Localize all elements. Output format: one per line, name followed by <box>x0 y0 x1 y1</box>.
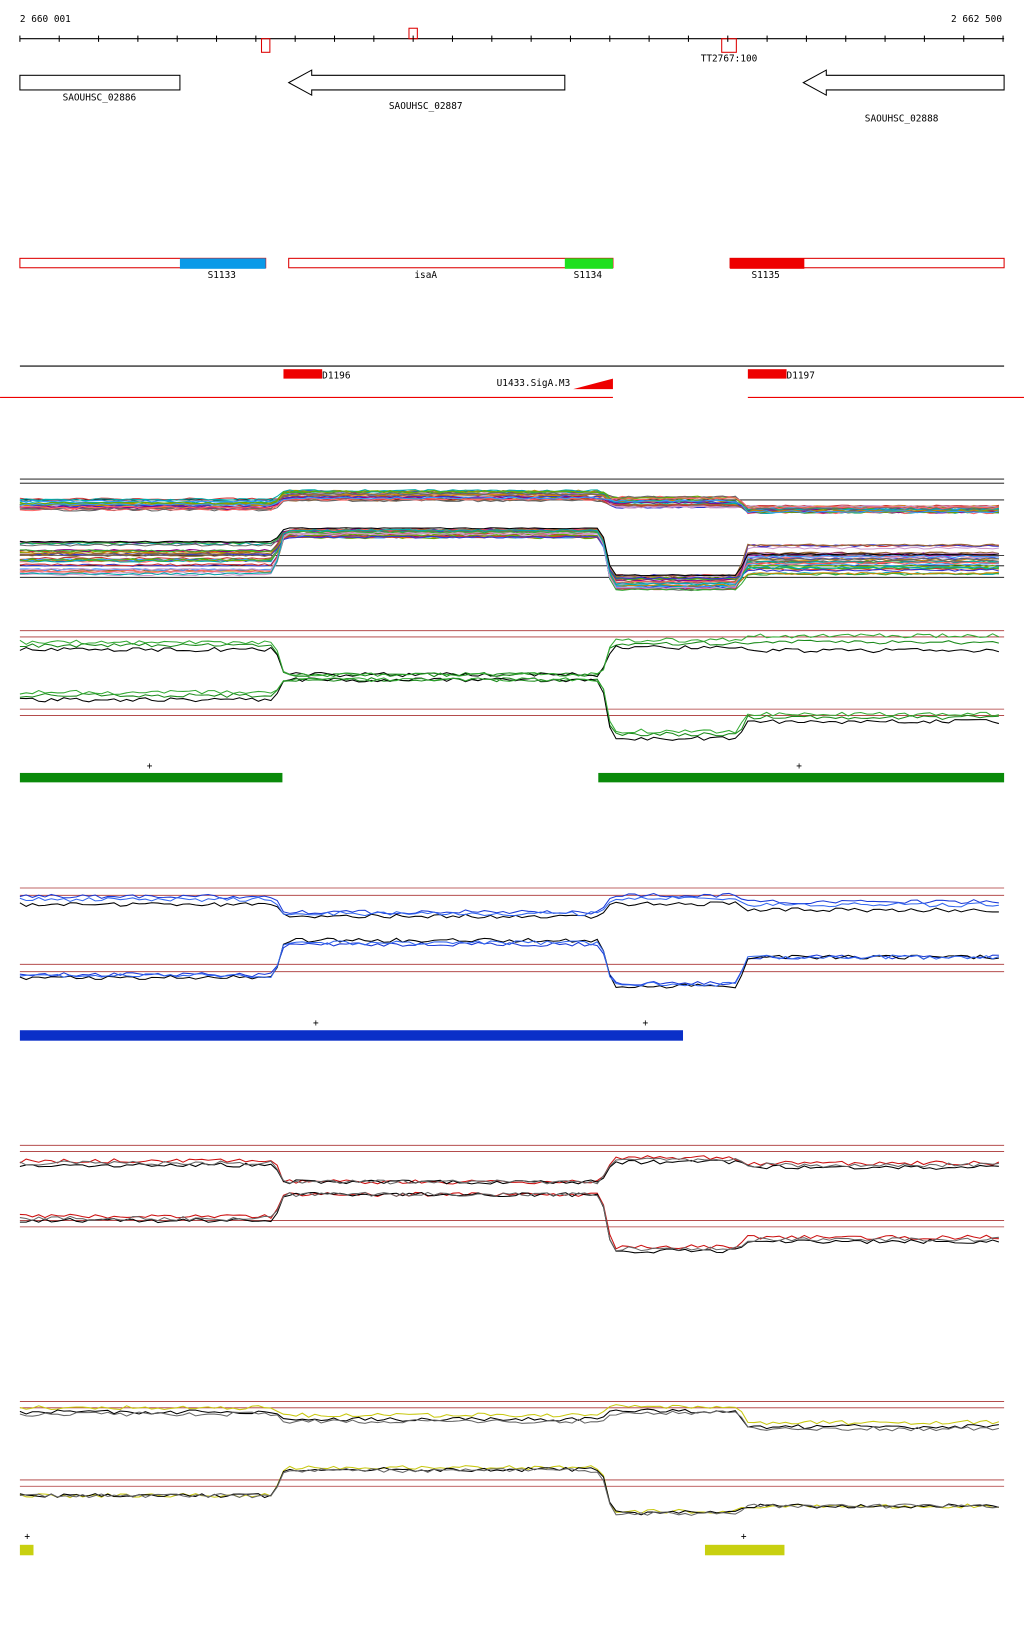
profile-line <box>19 1468 999 1516</box>
profiles <box>19 478 1005 1516</box>
profile-line <box>19 528 999 586</box>
segments <box>19 257 1005 269</box>
ruler: 2 660 001 2 662 500 TT2767:100 <box>19 14 1005 65</box>
profile-line <box>19 937 999 989</box>
segment-label: S1134 <box>574 270 603 281</box>
segment-label: S1133 <box>208 270 236 281</box>
profile-line <box>19 528 1000 578</box>
profile-line <box>19 901 999 919</box>
feature-label: D1197 <box>787 371 815 382</box>
profile-line <box>19 489 999 514</box>
profile-line <box>19 497 1000 510</box>
segment-label: isaA <box>414 270 437 281</box>
profile-line <box>19 1466 999 1516</box>
track-marker: + <box>147 761 153 772</box>
profile-line <box>19 633 1000 678</box>
profile-line <box>19 1192 1000 1254</box>
track-marker: + <box>741 1532 747 1543</box>
profile-line <box>19 1410 999 1432</box>
profile-line <box>19 1191 999 1250</box>
gene-label: SAOUHSC_02887 <box>389 101 463 112</box>
profile-line <box>19 535 999 581</box>
profile-line <box>19 677 1000 741</box>
track-marker: + <box>24 1532 30 1543</box>
track-marker: + <box>313 1018 319 1029</box>
profile-line <box>19 1155 1000 1185</box>
profile-line <box>19 645 1000 678</box>
track-marker: + <box>643 1018 649 1029</box>
profile-line <box>19 639 1000 678</box>
feature-label: U1433.SigA.M3 <box>497 378 571 389</box>
features <box>0 365 1024 398</box>
profile-line <box>19 1191 999 1252</box>
ruler-start: 2 660 001 <box>20 14 71 25</box>
genes <box>19 69 1005 97</box>
profile-line <box>19 940 1000 987</box>
ruler-end: 2 662 500 <box>951 14 1002 25</box>
profile-line <box>19 533 1000 580</box>
profile-line <box>19 677 999 737</box>
profile-line <box>19 892 999 915</box>
track-bars <box>19 772 1005 1556</box>
profile-line <box>19 677 1000 734</box>
profile-line <box>19 895 999 917</box>
profile-line <box>19 527 999 577</box>
profile-line <box>19 1404 1000 1426</box>
track-marker: + <box>796 761 802 772</box>
segment-label: S1135 <box>751 270 779 281</box>
gene-label: SAOUHSC_02886 <box>63 92 137 103</box>
profile-line <box>19 1157 999 1185</box>
profile-line <box>19 535 1000 580</box>
profile-line <box>19 1408 999 1430</box>
gene-label: SAOUHSC_02888 <box>865 113 939 124</box>
profile-line <box>19 941 999 986</box>
profile-line <box>19 496 1000 514</box>
ruler-marker: TT2767:100 <box>701 54 758 65</box>
profile-line <box>19 492 999 511</box>
feature-label: D1196 <box>322 371 351 382</box>
profile-line <box>19 532 999 590</box>
